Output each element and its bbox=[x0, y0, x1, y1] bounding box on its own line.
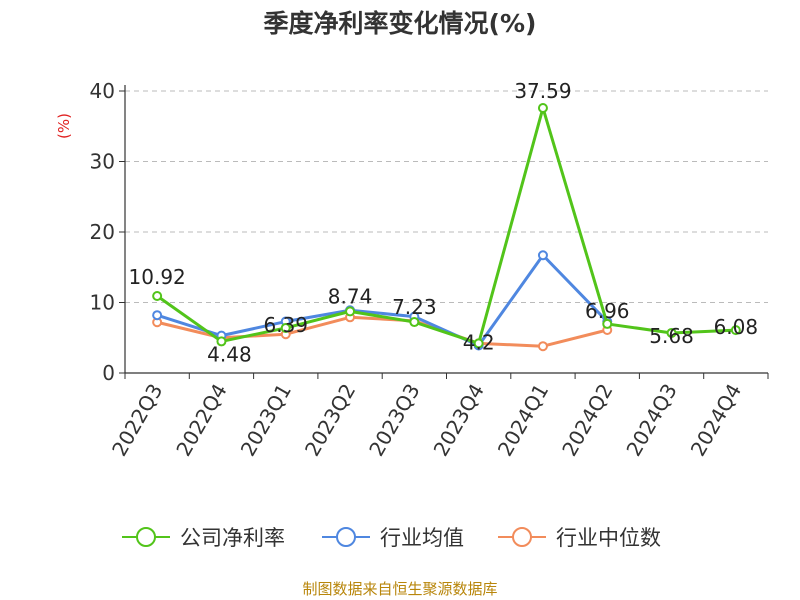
data-label: 8.74 bbox=[328, 284, 373, 308]
y-tick-label: 40 bbox=[90, 79, 115, 103]
y-tick-label: 10 bbox=[90, 291, 115, 315]
data-point bbox=[730, 325, 741, 336]
series-line bbox=[156, 106, 736, 345]
data-label: 6.08 bbox=[714, 315, 759, 339]
grid-lines bbox=[125, 90, 768, 303]
x-tick-label: 2023Q4 bbox=[429, 380, 489, 461]
legend-marker bbox=[512, 527, 532, 547]
data-point bbox=[666, 327, 677, 338]
x-tick-label: 2024Q2 bbox=[557, 380, 617, 461]
data-point bbox=[152, 310, 163, 321]
x-tick-label: 2024Q3 bbox=[621, 380, 681, 461]
x-tick-label: 2023Q2 bbox=[300, 380, 360, 461]
data-point bbox=[537, 102, 548, 113]
data-point bbox=[345, 306, 356, 317]
x-tick-label: 2024Q1 bbox=[493, 380, 553, 461]
data-point bbox=[537, 250, 548, 261]
y-tick-label: 0 bbox=[102, 361, 115, 385]
data-label: 5.68 bbox=[649, 324, 694, 348]
data-point bbox=[409, 317, 420, 328]
data-point bbox=[152, 291, 163, 302]
legend-marker bbox=[136, 527, 156, 547]
data-point bbox=[473, 338, 484, 349]
legend-label: 行业中位数 bbox=[556, 526, 661, 550]
y-tick-label: 20 bbox=[90, 220, 115, 244]
x-tick-label: 2023Q3 bbox=[364, 380, 424, 461]
data-labels: 10.92 4.48 6.39 8.74 7.23 4.2 37.59 6.96 5.68 6.0… bbox=[129, 79, 759, 366]
source-note: 制图数据来自恒生聚源数据库 bbox=[302, 580, 498, 598]
x-tick-label: 2023Q1 bbox=[236, 380, 296, 461]
data-point bbox=[537, 341, 548, 352]
legend: 公司净利率 行业均值 行业中位数 bbox=[122, 526, 661, 550]
legend-label: 公司净利率 bbox=[180, 526, 285, 550]
data-label: 7.23 bbox=[392, 295, 437, 319]
data-label: 6.39 bbox=[263, 313, 308, 337]
series-lines bbox=[152, 102, 741, 352]
data-label: 4.48 bbox=[207, 342, 252, 366]
data-point bbox=[602, 318, 613, 329]
chart-title: 季度净利率变化情况(%) bbox=[263, 9, 537, 38]
data-label: 37.59 bbox=[514, 79, 571, 103]
legend-marker bbox=[336, 527, 356, 547]
data-label: 6.96 bbox=[585, 299, 630, 323]
data-point bbox=[280, 322, 291, 333]
series-line bbox=[156, 315, 608, 348]
y-tick-label: 30 bbox=[90, 150, 115, 174]
y-axis-label: (%) bbox=[55, 113, 73, 139]
data-label: 4.2 bbox=[463, 330, 495, 354]
legend-label: 行业均值 bbox=[380, 526, 464, 550]
x-tick-label: 2024Q4 bbox=[686, 380, 746, 461]
data-label: 10.92 bbox=[129, 265, 186, 289]
series-line bbox=[156, 253, 609, 348]
data-point bbox=[216, 336, 227, 347]
x-tick-label: 2022Q3 bbox=[107, 380, 167, 461]
x-tick-label: 2022Q4 bbox=[171, 380, 231, 461]
